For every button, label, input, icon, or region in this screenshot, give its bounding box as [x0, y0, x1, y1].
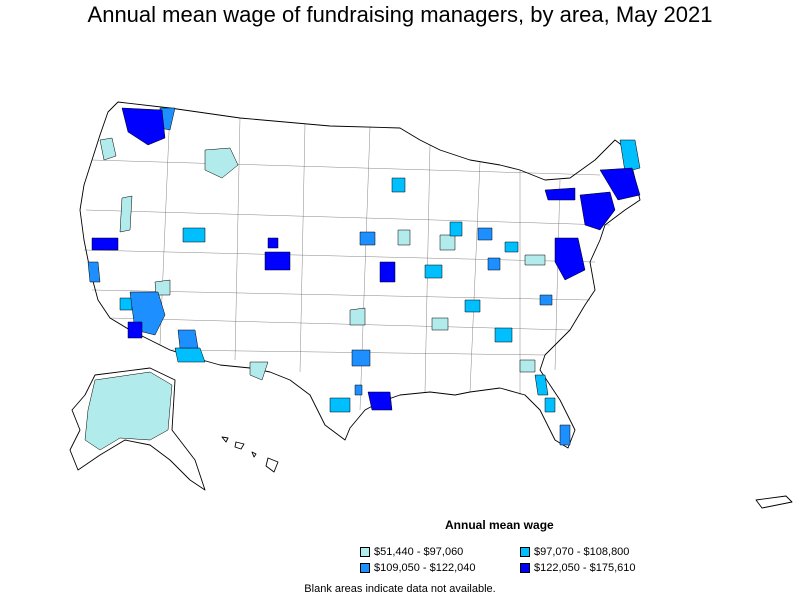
- legend-item-3: $109,050 - $122,040: [360, 562, 476, 574]
- legend-item-4: $122,050 - $175,610: [520, 562, 636, 574]
- legend-swatch-4: [520, 563, 530, 573]
- legend-item-2: $97,070 - $108,800: [520, 546, 629, 558]
- legend-swatch-3: [360, 563, 370, 573]
- bracket-2-areas: [119, 139, 641, 413]
- bracket-1-areas: [84, 137, 546, 451]
- legend-item-1: $51,440 - $97,060: [360, 546, 463, 558]
- footnote: Blank areas indicate data not available.: [304, 583, 496, 595]
- legend-swatch-2: [520, 547, 530, 557]
- puerto-rico: [755, 495, 793, 509]
- legend-label-1: $51,440 - $97,060: [374, 546, 464, 558]
- legend-swatch-1: [360, 547, 370, 557]
- legend-label-2: $97,070 - $108,800: [534, 546, 630, 558]
- legend-label-4: $122,050 - $175,610: [534, 562, 636, 574]
- map-title: Annual mean wage of fundraising managers…: [87, 2, 713, 27]
- contiguous-us-outline: [79, 101, 641, 449]
- bracket-4-areas: [91, 107, 641, 411]
- legend-title: Annual mean wage: [445, 518, 554, 532]
- hawaii-islands: [221, 436, 279, 473]
- legend-label-3: $109,050 - $122,040: [374, 562, 476, 574]
